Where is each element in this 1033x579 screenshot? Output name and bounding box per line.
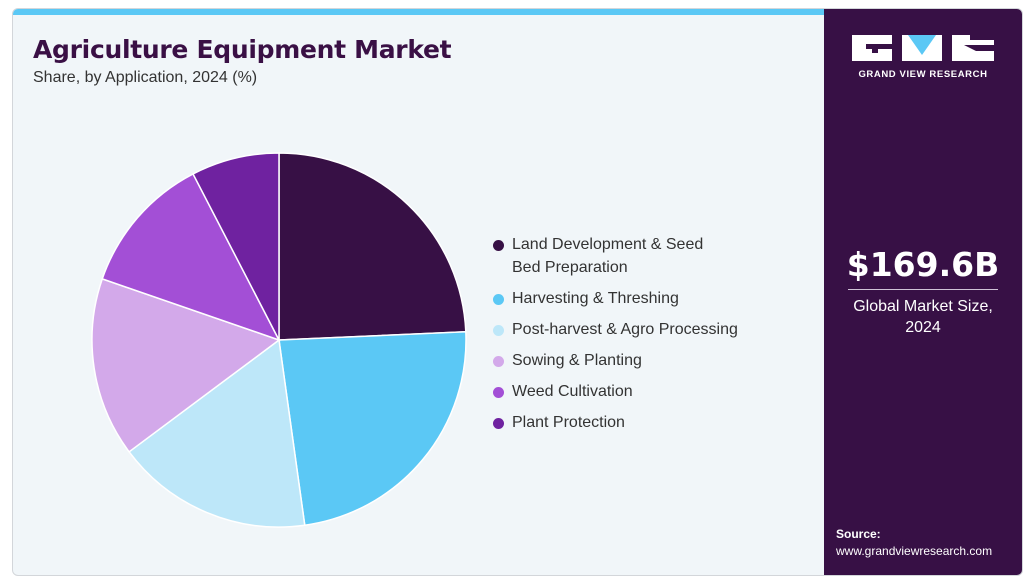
source-label: Source: — [836, 527, 881, 541]
legend-item: Post-harvest & Agro Processing — [493, 318, 793, 341]
legend-label: Harvesting & Threshing — [512, 290, 679, 307]
pie-slice — [128, 338, 306, 528]
market-size-label: Global Market Size, 2024 — [853, 298, 993, 336]
legend-label: Land Development & Seed — [512, 236, 704, 253]
pie-chart — [91, 152, 467, 528]
legend-marker-icon — [493, 387, 504, 398]
chart-panel: Agriculture Equipment Market Share, by A… — [13, 9, 824, 575]
infographic-card: Agriculture Equipment Market Share, by A… — [12, 8, 1023, 576]
legend-label: Plant Protection — [512, 414, 625, 431]
grand-view-research-logo: GRAND VIEW RESEARCH — [852, 35, 994, 80]
accent-bar — [13, 9, 824, 15]
chart-title: Agriculture Equipment Market — [33, 35, 452, 64]
pie-slice — [278, 330, 467, 527]
pie-slice — [91, 277, 281, 453]
pie-slice — [278, 152, 467, 341]
legend-marker-icon — [493, 240, 504, 251]
chart-legend: Land Development & Seed Bed Preparation Ha… — [493, 233, 793, 442]
chart-subtitle: Share, by Application, 2024 (%) — [33, 69, 258, 86]
legend-item: Weed Cultivation — [493, 380, 793, 403]
gvr-logo-icon — [852, 35, 994, 61]
legend-label-continued: Bed Preparation — [512, 259, 628, 276]
legend-marker-icon — [493, 356, 504, 367]
legend-item: Land Development & Seed Bed Preparation — [493, 233, 793, 279]
logo-text: GRAND VIEW RESEARCH — [858, 69, 988, 80]
legend-label: Weed Cultivation — [512, 383, 633, 400]
pie-slice — [101, 172, 281, 342]
legend-marker-icon — [493, 294, 504, 305]
legend-item: Plant Protection — [493, 411, 793, 434]
legend-marker-icon — [493, 418, 504, 429]
divider — [848, 289, 998, 290]
legend-item: Sowing & Planting — [493, 349, 793, 372]
pie-slice — [192, 152, 280, 341]
market-size-value: $169.6B — [846, 245, 1000, 284]
legend-label: Post-harvest & Agro Processing — [512, 321, 738, 338]
legend-marker-icon — [493, 325, 504, 336]
legend-label: Sowing & Planting — [512, 352, 642, 369]
legend-item: Harvesting & Threshing — [493, 287, 793, 310]
source-url: www.grandviewresearch.com — [836, 544, 993, 558]
sidebar-panel: GRAND VIEW RESEARCH $169.6B Global Marke… — [824, 9, 1022, 575]
